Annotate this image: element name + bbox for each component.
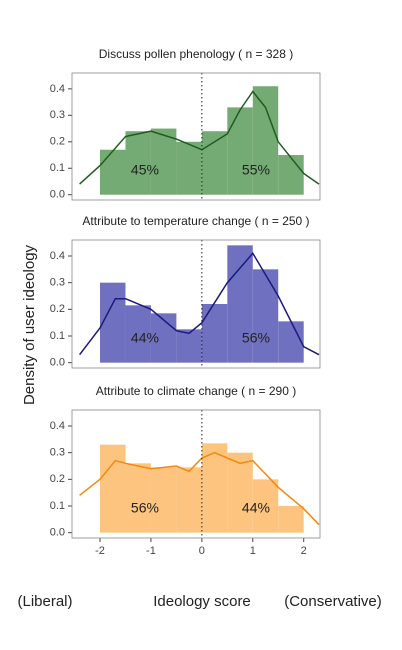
- x-axis-title: Ideology score: [153, 593, 251, 610]
- histogram-bar: [227, 452, 253, 533]
- y-axis-title: Density of user ideology: [21, 244, 38, 405]
- histogram-bar: [227, 107, 253, 195]
- panel-frame: [71, 239, 321, 369]
- histogram-bar: [125, 463, 151, 533]
- density-curve: [79, 90, 320, 185]
- histogram-bar: [252, 269, 279, 363]
- share-label: 56%: [242, 329, 270, 345]
- share-label: 55%: [242, 162, 270, 178]
- histogram-bar: [252, 86, 279, 195]
- y-tick-label: 0.4: [50, 250, 65, 262]
- y-tick-label: 0.1: [50, 330, 65, 342]
- histogram-bar: [201, 304, 228, 363]
- left-note: (Liberal): [17, 593, 72, 610]
- histogram-bar: [278, 155, 304, 195]
- y-tick-label: 0.0: [50, 357, 65, 369]
- histogram-bar: [176, 141, 202, 195]
- x-tick-label: -2: [95, 545, 105, 557]
- y-tick-label: 0.3: [50, 447, 65, 459]
- share-label: 45%: [131, 162, 159, 178]
- histogram-bar: [125, 131, 151, 195]
- histogram-bar: [278, 321, 304, 363]
- y-tick-label: 0.3: [50, 109, 65, 121]
- y-tick-label: 0.2: [50, 473, 65, 485]
- x-tick-label: 1: [250, 545, 256, 557]
- y-tick-label: 0.1: [50, 500, 65, 512]
- share-label: 44%: [242, 499, 270, 515]
- y-tick-label: 0.4: [50, 83, 65, 95]
- x-tick-label: 0: [199, 545, 205, 557]
- panel-title: Attribute to climate change ( n = 290 ): [96, 384, 296, 398]
- y-tick-label: 0.2: [50, 303, 65, 315]
- share-label: 56%: [131, 499, 159, 515]
- x-tick-label: -1: [146, 545, 156, 557]
- y-tick-label: 0.1: [50, 162, 65, 174]
- panel-title: Discuss pollen phenology ( n = 328 ): [99, 47, 293, 61]
- histogram-bar: [227, 245, 253, 363]
- share-label: 44%: [131, 329, 159, 345]
- histogram-bar: [201, 131, 228, 195]
- right-note: (Conservative): [284, 593, 382, 610]
- y-tick-label: 0.3: [50, 277, 65, 289]
- histogram-bar: [278, 506, 304, 533]
- histogram-bar: [150, 128, 177, 195]
- histogram-bar: [176, 467, 202, 533]
- histogram-bar: [100, 282, 126, 363]
- histogram-bar: [125, 305, 151, 363]
- histogram-bar: [150, 467, 177, 533]
- histogram-bar: [176, 329, 202, 363]
- x-tick-label: 2: [301, 545, 307, 557]
- y-tick-label: 0.2: [50, 136, 65, 148]
- histogram-bar: [252, 479, 279, 533]
- y-tick-label: 0.0: [50, 527, 65, 539]
- density-curve: [79, 252, 320, 356]
- histogram-bar: [150, 313, 177, 363]
- histogram-bar: [100, 444, 126, 533]
- panel-frame: [71, 409, 321, 539]
- panel-frame: [71, 72, 321, 201]
- histogram-bar: [201, 443, 228, 533]
- histogram-bar: [100, 149, 126, 195]
- y-tick-label: 0.0: [50, 189, 65, 201]
- y-tick-label: 0.4: [50, 420, 65, 432]
- panel-title: Attribute to temperature change ( n = 25…: [82, 214, 309, 228]
